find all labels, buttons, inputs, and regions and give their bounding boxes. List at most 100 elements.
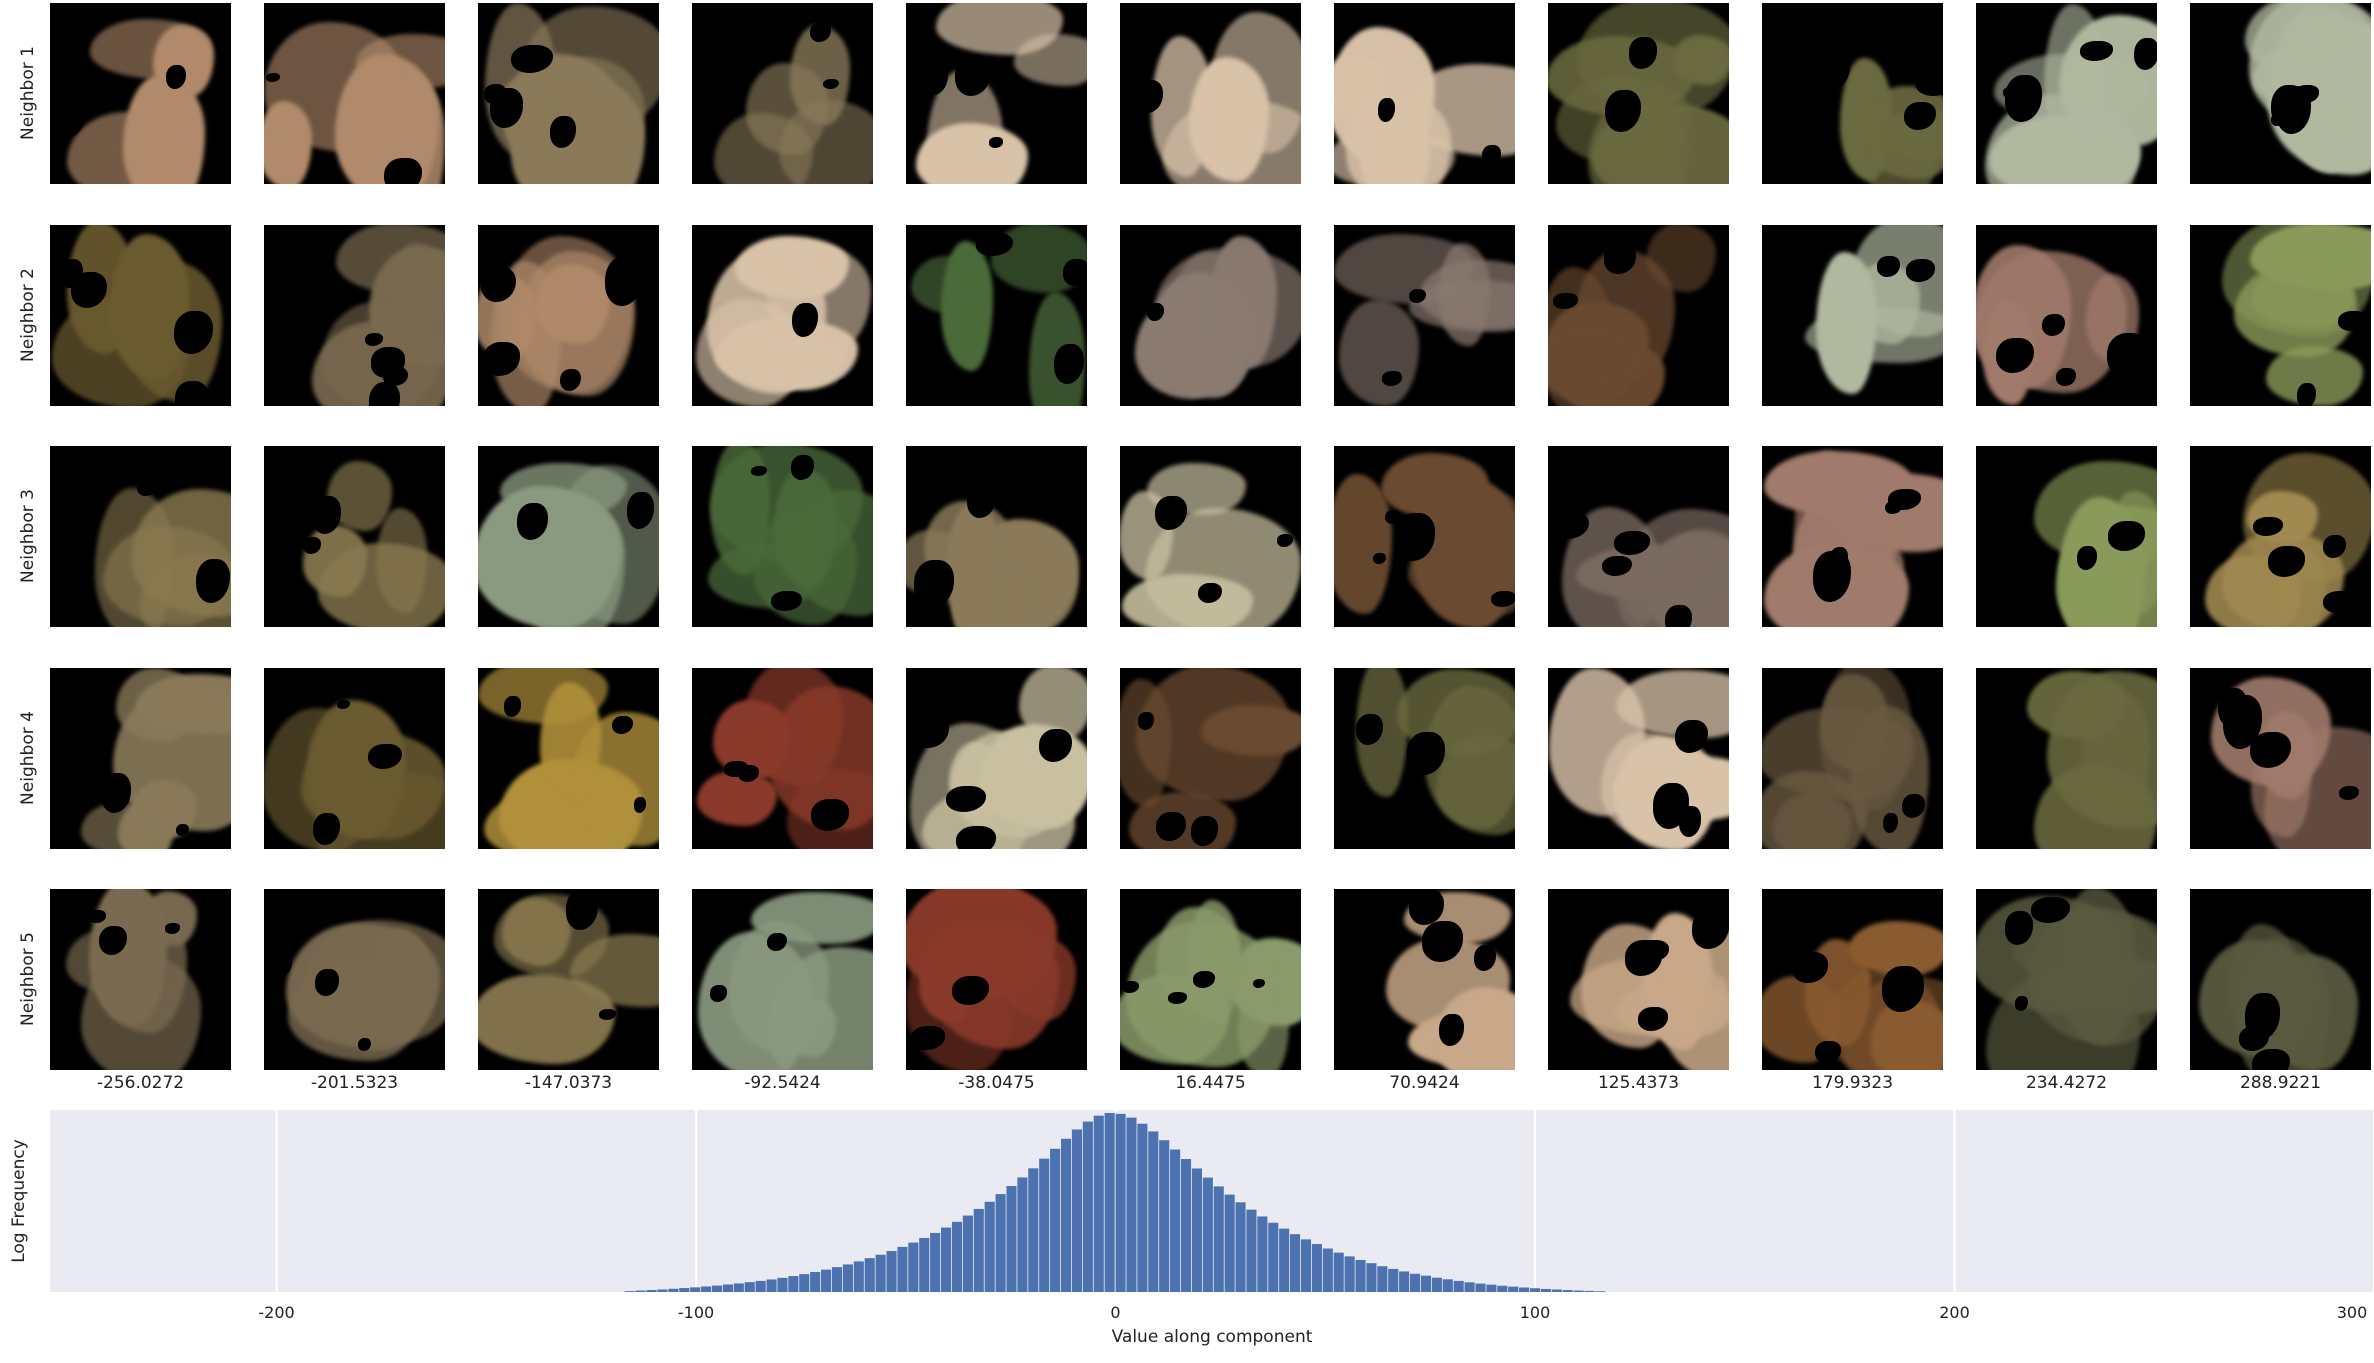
neighbor-image-tile bbox=[1334, 446, 1515, 627]
histogram-bar bbox=[1170, 1149, 1181, 1292]
neighbor-image-tile bbox=[1548, 3, 1729, 184]
image-mask-hole bbox=[175, 380, 209, 406]
neighbor-image-tile bbox=[1976, 224, 2157, 406]
histogram-bar bbox=[842, 1264, 853, 1292]
image-mask-hole bbox=[365, 333, 383, 346]
histogram-bar bbox=[1257, 1216, 1268, 1292]
neighbor-image-tile bbox=[692, 224, 873, 406]
image-mask-hole bbox=[58, 102, 84, 137]
neighbor-image-tile bbox=[1334, 3, 1515, 184]
histogram-bar bbox=[1148, 1131, 1159, 1292]
histogram-bar bbox=[1475, 1283, 1486, 1292]
image-mask-hole bbox=[709, 985, 728, 1003]
neighbor-image-tile bbox=[1976, 446, 2157, 627]
image-mask-hole bbox=[1407, 732, 1445, 775]
image-mask-hole bbox=[1394, 513, 1436, 561]
image-mask-hole bbox=[1147, 302, 1165, 321]
image-mask-hole bbox=[2056, 368, 2076, 386]
histogram-bar bbox=[624, 1291, 635, 1292]
image-mask-hole bbox=[290, 673, 327, 698]
neighbor-image-tile bbox=[264, 3, 445, 184]
histogram-bar bbox=[1311, 1244, 1322, 1292]
image-segment bbox=[478, 486, 622, 627]
image-mask-hole bbox=[1062, 258, 1087, 286]
histogram-bar bbox=[864, 1258, 875, 1292]
image-mask-hole bbox=[2337, 310, 2367, 331]
image-mask-hole bbox=[910, 1025, 946, 1050]
histogram-bar bbox=[1377, 1266, 1388, 1292]
neighbor-image-tile bbox=[1762, 3, 1943, 184]
image-segment bbox=[1237, 984, 1290, 1070]
image-mask-hole bbox=[2134, 37, 2157, 71]
histogram-bar bbox=[962, 1215, 973, 1292]
image-segment bbox=[484, 3, 556, 159]
image-mask-hole bbox=[176, 823, 190, 837]
histogram-bar bbox=[766, 1279, 777, 1292]
image-segment bbox=[122, 74, 206, 184]
histogram-bar bbox=[1551, 1289, 1562, 1292]
neighbor-image-tile bbox=[478, 224, 659, 406]
histogram-bar bbox=[1006, 1186, 1017, 1292]
histogram-bar bbox=[1246, 1209, 1257, 1292]
image-mask-hole bbox=[1381, 371, 1402, 386]
image-mask-hole bbox=[1997, 495, 2033, 525]
image-mask-hole bbox=[2077, 546, 2098, 571]
neighbor-image-tile bbox=[1120, 3, 1301, 184]
row-label: Neighbor 5 bbox=[8, 889, 48, 1069]
histogram-bar bbox=[788, 1276, 799, 1292]
image-segment bbox=[1548, 326, 1639, 405]
histogram-bar bbox=[810, 1271, 821, 1292]
image-mask-hole bbox=[599, 1008, 617, 1020]
column-value-label: 16.4475 bbox=[1175, 1073, 1246, 1093]
image-segment bbox=[2044, 3, 2105, 155]
neighbor-image-tile bbox=[1548, 224, 1729, 406]
histogram-bar bbox=[1464, 1282, 1475, 1292]
image-segment bbox=[1819, 667, 1911, 811]
histogram-bar bbox=[1399, 1271, 1410, 1292]
neighbor-image-tile bbox=[478, 667, 659, 849]
histogram-bar bbox=[1529, 1288, 1541, 1292]
image-mask-hole bbox=[1377, 98, 1395, 123]
image-mask-hole bbox=[2323, 590, 2355, 614]
image-mask-hole bbox=[767, 933, 787, 952]
image-mask-hole bbox=[1791, 951, 1829, 983]
neighbor-image-tile bbox=[1120, 446, 1301, 627]
neighbor-image-tile bbox=[1334, 889, 1515, 1070]
image-mask-hole bbox=[1905, 258, 1935, 282]
image-mask-hole bbox=[1252, 978, 1265, 988]
histogram-bar bbox=[1388, 1268, 1399, 1292]
image-mask-hole bbox=[273, 950, 292, 976]
histogram-bar bbox=[886, 1251, 897, 1292]
histogram-bar bbox=[1573, 1290, 1584, 1292]
neighbor-image-tile bbox=[478, 889, 659, 1070]
image-mask-hole bbox=[1412, 21, 1429, 42]
neighbor-image-tile bbox=[478, 3, 659, 184]
image-mask-hole bbox=[1409, 288, 1427, 304]
neighbor-image-tile bbox=[692, 667, 873, 849]
histogram-bar bbox=[1540, 1288, 1551, 1292]
image-segment bbox=[944, 503, 1004, 627]
image-mask-hole bbox=[2238, 1025, 2269, 1052]
image-mask-hole bbox=[489, 88, 523, 128]
image-segment bbox=[911, 256, 987, 315]
column-value-label: 70.9424 bbox=[1389, 1073, 1460, 1093]
image-segment bbox=[1339, 299, 1419, 406]
image-segment bbox=[571, 711, 659, 846]
histogram-bar bbox=[1180, 1159, 1192, 1292]
image-mask-hole bbox=[1902, 794, 1925, 819]
image-mask-hole bbox=[604, 256, 643, 307]
image-mask-hole bbox=[1624, 939, 1662, 976]
image-mask-hole bbox=[951, 975, 989, 1005]
column-value-label: -201.5323 bbox=[310, 1073, 399, 1093]
image-mask-hole bbox=[1474, 945, 1496, 971]
image-mask-hole bbox=[790, 455, 814, 481]
histogram-bar bbox=[711, 1285, 723, 1292]
histogram-bar bbox=[657, 1289, 668, 1292]
image-mask-hole bbox=[136, 478, 157, 496]
histogram-bar bbox=[1344, 1256, 1355, 1292]
neighbor-image-tile bbox=[1762, 224, 1943, 406]
image-mask-hole bbox=[2107, 521, 2145, 551]
image-mask-hole bbox=[370, 347, 406, 378]
histogram-bar bbox=[635, 1290, 646, 1292]
image-mask-hole bbox=[988, 136, 1004, 148]
